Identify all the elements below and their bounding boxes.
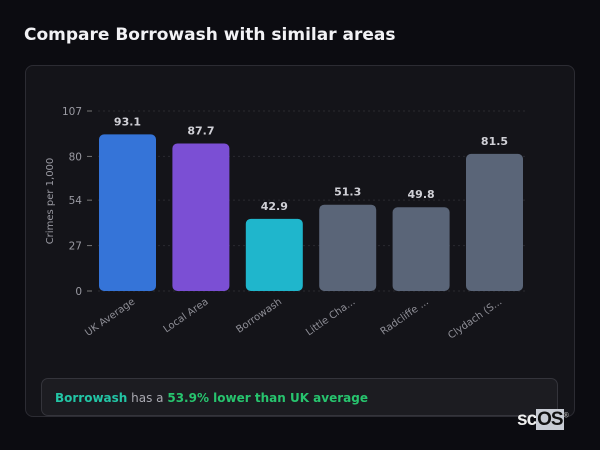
y-axis-label: Crimes per 1,000 — [45, 158, 56, 245]
bar — [392, 207, 450, 291]
bar — [319, 204, 377, 291]
y-tick-label: 107 — [62, 106, 82, 118]
y-tick-label: 0 — [75, 286, 82, 298]
page-title: Compare Borrowash with similar areas — [24, 25, 396, 45]
data-label: 42.9 — [261, 200, 288, 213]
data-label: 51.3 — [334, 186, 361, 199]
logo-text-a: sc — [517, 409, 537, 430]
summary-comparison: 53.9% lower than UK average — [167, 391, 368, 405]
x-tick-label: Radcliffe ... — [379, 296, 431, 337]
bar — [245, 218, 303, 291]
x-tick-label: UK Average — [83, 296, 137, 338]
x-tick-label: Clydach (S... — [446, 296, 504, 341]
x-tick-label: Little Cha... — [304, 296, 357, 338]
bar — [99, 134, 156, 291]
logo-text-b: OS — [536, 409, 564, 430]
x-tick-label: Local Area — [162, 296, 211, 335]
x-tick-label: Borrowash — [234, 296, 284, 335]
summary-box: Borrowash has a 53.9% lower than UK aver… — [41, 378, 558, 416]
y-tick-label: 80 — [69, 151, 82, 163]
summary-area: Borrowash — [55, 391, 128, 405]
logo-mark: ® — [563, 412, 569, 420]
bar — [466, 153, 523, 291]
bar — [172, 143, 230, 291]
y-tick-label: 54 — [69, 195, 83, 207]
y-tick-label: 27 — [69, 241, 82, 253]
data-label: 49.8 — [408, 188, 435, 201]
data-label: 87.7 — [187, 124, 214, 137]
summary-text: has a — [127, 391, 168, 405]
scos-logo: scOS® — [517, 409, 569, 431]
data-label: 81.5 — [481, 135, 508, 148]
data-label: 93.1 — [114, 115, 141, 128]
